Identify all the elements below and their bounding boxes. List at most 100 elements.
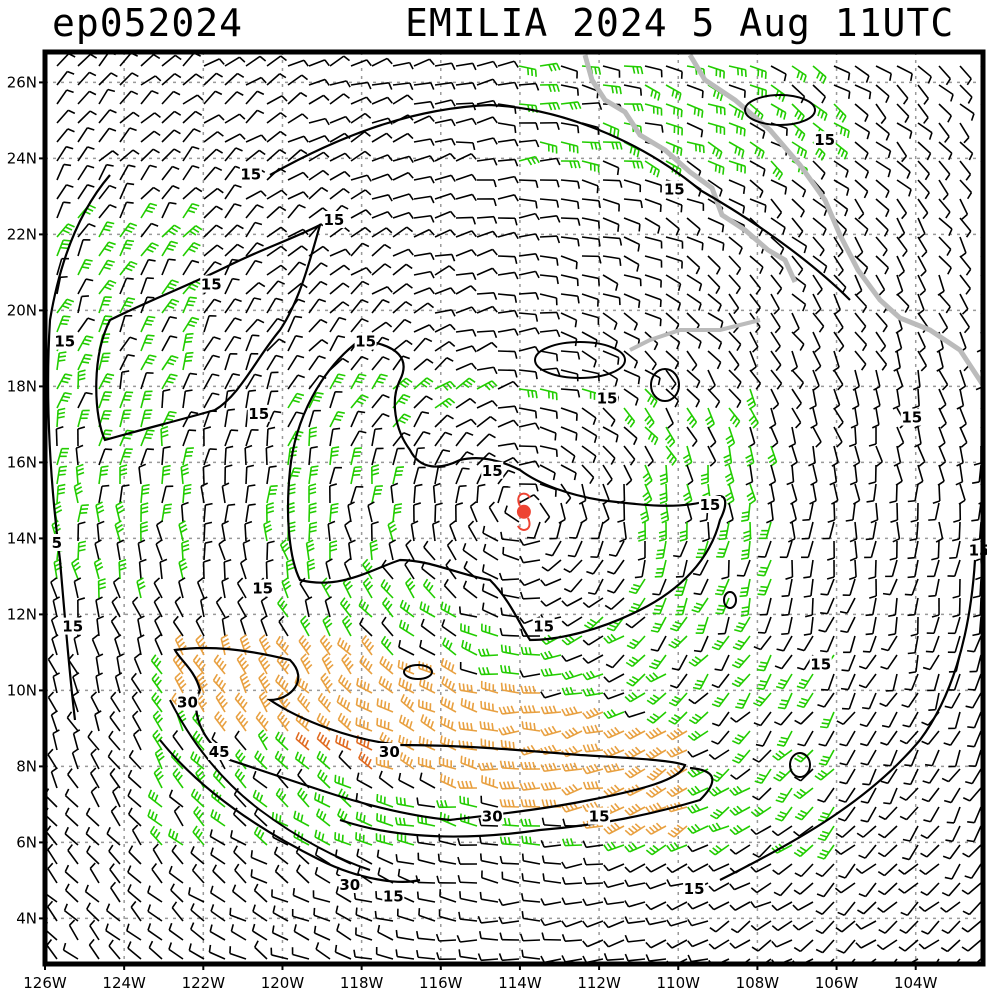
wind-barb — [959, 312, 970, 334]
wind-barb — [266, 540, 275, 561]
wind-barb — [560, 388, 581, 398]
wind-barb — [413, 431, 431, 447]
wind-barb — [803, 578, 814, 598]
wind-barb — [707, 160, 725, 175]
wind-barb — [476, 230, 498, 238]
wind-barb — [455, 193, 477, 202]
wind-barb — [182, 483, 192, 504]
wind-barb — [835, 920, 856, 933]
wind-barb — [221, 577, 229, 599]
wind-barb — [182, 351, 194, 371]
wind-barb — [413, 115, 435, 124]
wind-barb — [832, 350, 840, 372]
wind-barb — [203, 187, 224, 200]
wind-barb — [50, 710, 58, 732]
wind-barb — [917, 445, 926, 467]
wind-barb — [287, 282, 308, 295]
wind-barb — [623, 426, 638, 446]
wind-barb — [161, 464, 171, 485]
wind-barb — [666, 901, 688, 911]
wind-barb — [567, 540, 583, 558]
wind-barb — [758, 540, 772, 558]
wind-barb — [708, 786, 730, 797]
wind-barb — [98, 373, 115, 390]
wind-barb — [172, 653, 186, 675]
wind-barb — [480, 623, 499, 637]
wind-barb — [90, 748, 100, 770]
wind-barb — [416, 835, 436, 846]
wind-barb — [518, 82, 540, 91]
wind-barb — [77, 409, 90, 428]
wind-barb — [560, 464, 577, 481]
wind-barb — [791, 217, 804, 238]
wind-barb — [875, 103, 887, 125]
wind-barb — [478, 931, 499, 941]
wind-barb — [116, 539, 125, 561]
wind-barb — [665, 407, 674, 429]
wind-barb — [335, 886, 352, 903]
wind-barb — [920, 825, 940, 840]
wind-barb — [203, 373, 220, 390]
wind-barb — [308, 151, 330, 162]
wind-barb — [56, 184, 74, 200]
wind-barb — [434, 118, 456, 127]
wind-barb — [258, 672, 271, 694]
wind-barb — [602, 179, 623, 188]
wind-barb — [966, 825, 982, 843]
wind-barb — [71, 748, 79, 770]
wind-barb — [791, 293, 807, 312]
wind-barb — [435, 933, 457, 942]
wind-barb — [917, 84, 929, 105]
wind-barb — [376, 813, 394, 827]
wind-barb — [802, 502, 814, 522]
wind-barb — [77, 426, 86, 447]
wind-barb — [700, 464, 709, 485]
wind-barb — [602, 502, 610, 524]
wind-barb — [686, 293, 702, 311]
wind-barb — [540, 725, 562, 737]
wind-barb — [865, 616, 877, 636]
wind-barb — [413, 100, 435, 109]
wind-barb — [539, 179, 560, 188]
wind-barb — [56, 163, 72, 181]
lon-tick-label: 104W — [894, 974, 938, 989]
wind-barb — [254, 750, 268, 770]
wind-barb — [476, 483, 486, 504]
wind-barb — [308, 409, 321, 428]
wind-barb — [476, 341, 498, 352]
wind-barb — [153, 596, 163, 618]
wind-barb — [623, 312, 639, 331]
wind-barb — [791, 103, 805, 123]
wind-barb — [560, 217, 581, 226]
wind-barb — [730, 768, 751, 780]
wind-barb — [221, 520, 229, 542]
wind-barb — [792, 901, 814, 911]
wind-barb — [434, 210, 456, 219]
wind-barb — [77, 391, 93, 409]
wind-barb — [96, 520, 105, 542]
wind-barb — [476, 415, 497, 428]
wind-barb — [459, 891, 478, 903]
wind-barb — [131, 691, 142, 713]
wind-barb — [182, 94, 204, 105]
wind-barb — [602, 160, 620, 176]
wind-barb — [224, 408, 235, 428]
wind-barb — [413, 155, 435, 163]
wind-barb — [539, 214, 561, 223]
wind-barb — [888, 597, 898, 618]
wind-barb — [95, 672, 103, 694]
wind-barb — [707, 350, 722, 370]
wind-barb — [750, 825, 772, 836]
wind-barb — [582, 597, 604, 609]
wind-barb — [417, 756, 436, 770]
wind-barb — [148, 940, 163, 960]
wind-barb — [308, 445, 318, 466]
wind-barb — [455, 272, 477, 281]
wind-barb — [645, 746, 667, 760]
contour-15kt-small-cell — [403, 664, 433, 680]
wind-barb — [858, 844, 877, 859]
wind-barb — [829, 464, 838, 486]
wind-barb — [848, 559, 857, 581]
wind-barb — [645, 727, 667, 740]
wind-barb — [350, 410, 366, 428]
